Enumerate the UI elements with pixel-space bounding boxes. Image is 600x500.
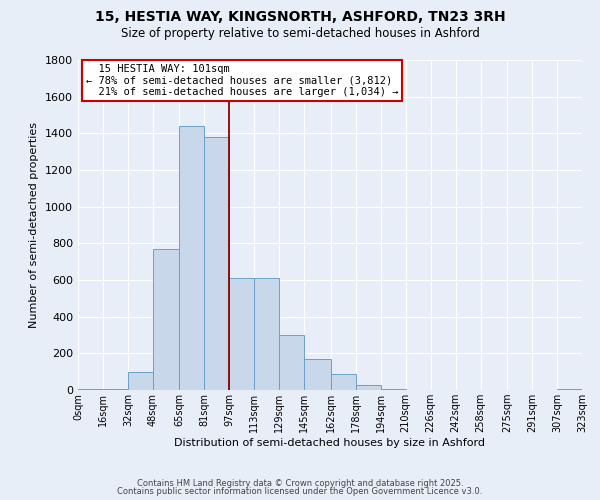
Bar: [103, 389, 128, 390]
Bar: [179, 126, 205, 390]
Bar: [254, 278, 279, 390]
Bar: [153, 249, 179, 390]
Bar: [279, 335, 304, 390]
Bar: [304, 359, 331, 390]
Text: Contains HM Land Registry data © Crown copyright and database right 2025.: Contains HM Land Registry data © Crown c…: [137, 478, 463, 488]
Y-axis label: Number of semi-detached properties: Number of semi-detached properties: [29, 122, 40, 328]
Text: 15 HESTIA WAY: 101sqm
← 78% of semi-detached houses are smaller (3,812)
  21% of: 15 HESTIA WAY: 101sqm ← 78% of semi-deta…: [86, 64, 398, 97]
Bar: [356, 384, 381, 390]
Text: Size of property relative to semi-detached houses in Ashford: Size of property relative to semi-detach…: [121, 28, 479, 40]
Text: Contains public sector information licensed under the Open Government Licence v3: Contains public sector information licen…: [118, 487, 482, 496]
Bar: [229, 278, 254, 390]
Bar: [128, 372, 153, 390]
Bar: [205, 137, 229, 390]
Bar: [557, 389, 582, 390]
Bar: [331, 374, 356, 390]
Bar: [381, 388, 406, 390]
Text: 15, HESTIA WAY, KINGSNORTH, ASHFORD, TN23 3RH: 15, HESTIA WAY, KINGSNORTH, ASHFORD, TN2…: [95, 10, 505, 24]
X-axis label: Distribution of semi-detached houses by size in Ashford: Distribution of semi-detached houses by …: [175, 438, 485, 448]
